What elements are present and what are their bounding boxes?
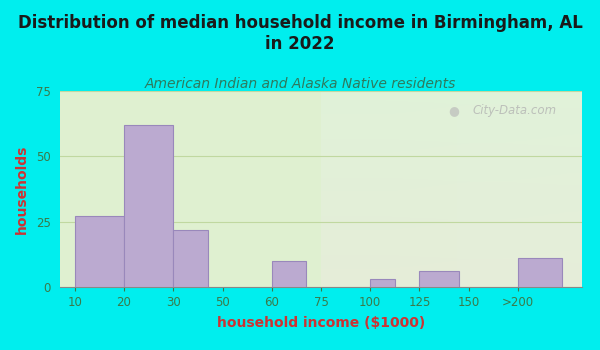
X-axis label: household income ($1000): household income ($1000) bbox=[217, 316, 425, 330]
Bar bbox=[419, 271, 459, 287]
Bar bbox=[272, 261, 306, 287]
Text: City-Data.com: City-Data.com bbox=[472, 104, 557, 117]
Text: Distribution of median household income in Birmingham, AL
in 2022: Distribution of median household income … bbox=[17, 14, 583, 53]
Y-axis label: households: households bbox=[15, 144, 29, 234]
Bar bbox=[124, 125, 173, 287]
Bar bbox=[75, 216, 124, 287]
Bar bbox=[173, 230, 208, 287]
Text: ●: ● bbox=[449, 104, 460, 117]
Text: American Indian and Alaska Native residents: American Indian and Alaska Native reside… bbox=[145, 77, 455, 91]
Bar bbox=[518, 258, 562, 287]
Bar bbox=[370, 279, 395, 287]
